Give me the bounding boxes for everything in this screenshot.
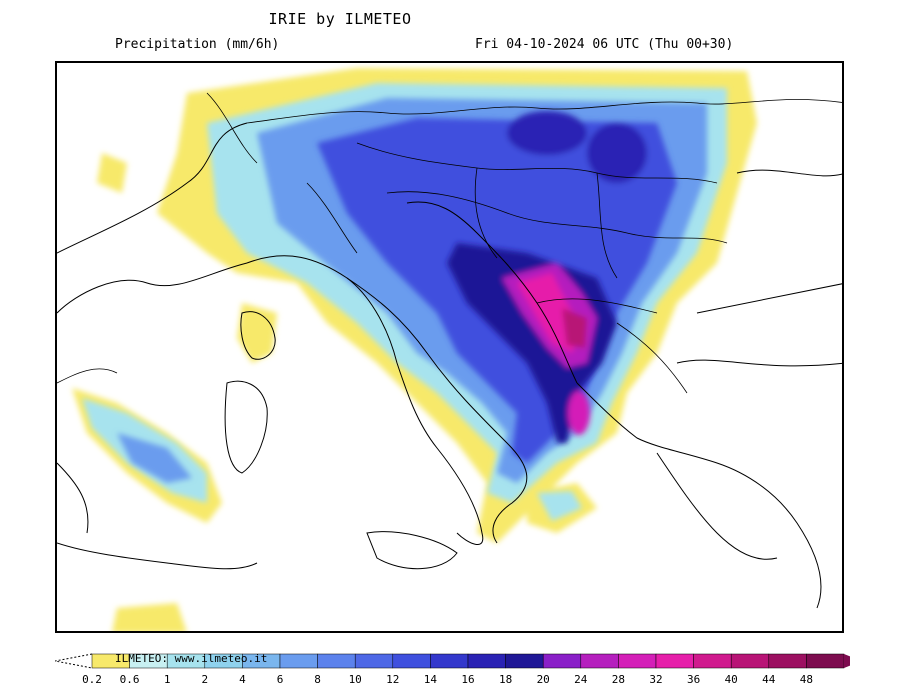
legend-tick-label: 10 (349, 673, 362, 686)
legend-swatch (618, 653, 657, 669)
legend-tick-label: 16 (461, 673, 474, 686)
credit-label: ILMETEO: www.ilmeteo.it (115, 652, 268, 665)
legend-tick-label: 32 (649, 673, 662, 686)
legend-tick-label: 8 (314, 673, 321, 686)
legend-tick-label: 1 (164, 673, 171, 686)
legend-swatch (317, 653, 356, 669)
coastlines (57, 122, 842, 609)
legend-swatch (655, 653, 694, 669)
legend-tick-label: 0.2 (82, 673, 102, 686)
legend-tick-label: 4 (239, 673, 246, 686)
precip-core-layer (447, 243, 617, 443)
legend-swatch (467, 653, 506, 669)
variable-label: Precipitation (mm/6h) (115, 37, 280, 52)
legend-tick-label: 0.6 (120, 673, 140, 686)
legend-tick-label: 12 (386, 673, 399, 686)
legend-left-arrow (55, 653, 93, 669)
legend-swatch (542, 653, 582, 669)
legend-swatch (580, 653, 619, 669)
valid-time-label: Fri 04-10-2024 06 UTC (Thu 00+30) (475, 37, 734, 52)
legend-swatch (279, 653, 318, 669)
legend-swatch (768, 653, 807, 669)
legend-tick-label: 14 (424, 673, 438, 686)
precipitation-map (55, 61, 844, 633)
legend-tick-label: 40 (725, 673, 738, 686)
legend-tick-label: 18 (499, 673, 512, 686)
legend-tick-label: 28 (612, 673, 625, 686)
legend-tick-label: 48 (800, 673, 813, 686)
legend-swatch (430, 653, 469, 669)
legend-swatch (392, 653, 431, 669)
map-title: IRIE by ILMETEO (268, 10, 412, 28)
legend-right-arrow (844, 654, 850, 668)
legend-tick-label: 6 (277, 673, 284, 686)
legend-swatch (693, 653, 732, 669)
legend-tick-label: 2 (201, 673, 208, 686)
legend-tick-label: 44 (762, 673, 776, 686)
country-borders (57, 92, 842, 394)
legend-tick-label: 36 (687, 673, 700, 686)
legend-swatch (806, 653, 845, 669)
legend-tick-label: 24 (574, 673, 588, 686)
legend-tick-label: 20 (537, 673, 550, 686)
legend-swatch (354, 653, 394, 669)
legend-swatch (505, 653, 544, 669)
color-scale-legend: 0.2 0.6 1 2 4 6 8 10 12 14 16 18 20 24 28 32 36 40 44 48 (55, 652, 850, 692)
legend-swatch (730, 653, 770, 669)
